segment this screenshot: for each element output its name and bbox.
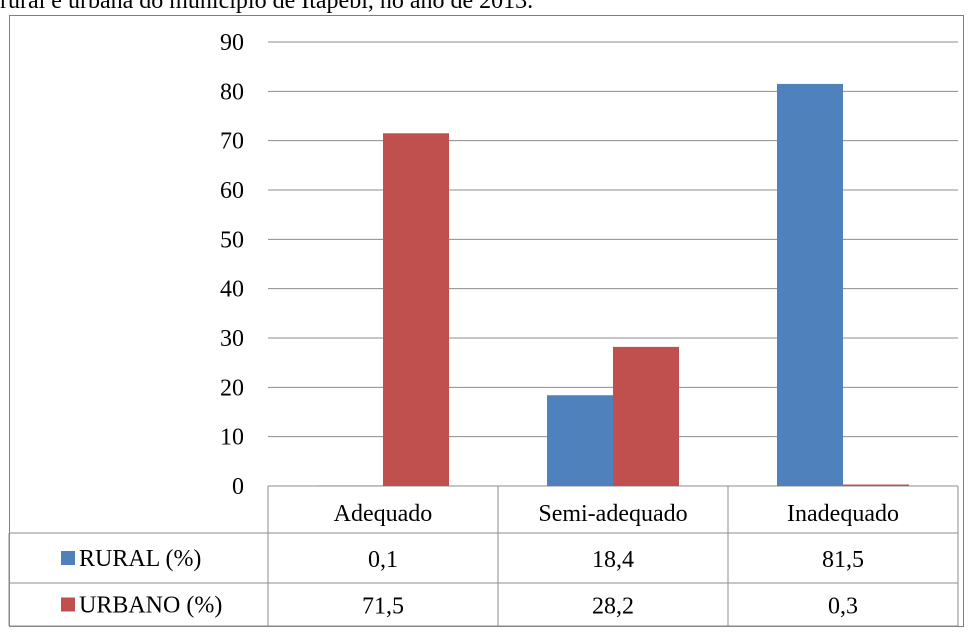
y-tick-label-1: 10 [220,425,244,451]
legend-label-rural: RURAL (%) [79,546,201,572]
category-label-1: Semi-adequado [538,501,687,527]
y-tick-label-7: 70 [220,129,244,155]
y-tick-label-8: 80 [220,79,244,105]
y-tick-label-5: 50 [220,227,244,253]
bar-urbano-0 [383,133,449,486]
y-tick-label-6: 60 [220,178,244,204]
y-tick-label-3: 30 [220,326,244,352]
legend-swatch-urbano [61,597,75,612]
data-label-urbano-1: 28,2 [592,594,634,620]
data-label-urbano-0: 71,5 [362,594,404,620]
y-tick-label-4: 40 [220,277,244,303]
y-tick-label-9: 90 [220,30,244,56]
legend-swatch-rural [61,551,75,565]
data-label-rural-1: 18,4 [592,547,634,573]
category-label-2: Inadequado [787,501,899,527]
data-label-rural-0: 0,1 [368,547,398,573]
bar-urbano-2 [843,484,909,486]
data-label-urbano-2: 0,3 [828,594,858,620]
figure-caption: rural e urbana do município de Itapebi, … [0,0,534,14]
category-label-0: Adequado [334,501,433,527]
y-tick-label-0: 0 [232,474,244,500]
legend-label-urbano: URBANO (%) [79,593,222,619]
bar-rural-2 [777,83,843,486]
bar-urbano-1 [613,346,679,486]
y-tick-label-2: 20 [220,375,244,401]
data-label-rural-2: 81,5 [822,547,864,573]
bar-rural-1 [547,395,613,486]
